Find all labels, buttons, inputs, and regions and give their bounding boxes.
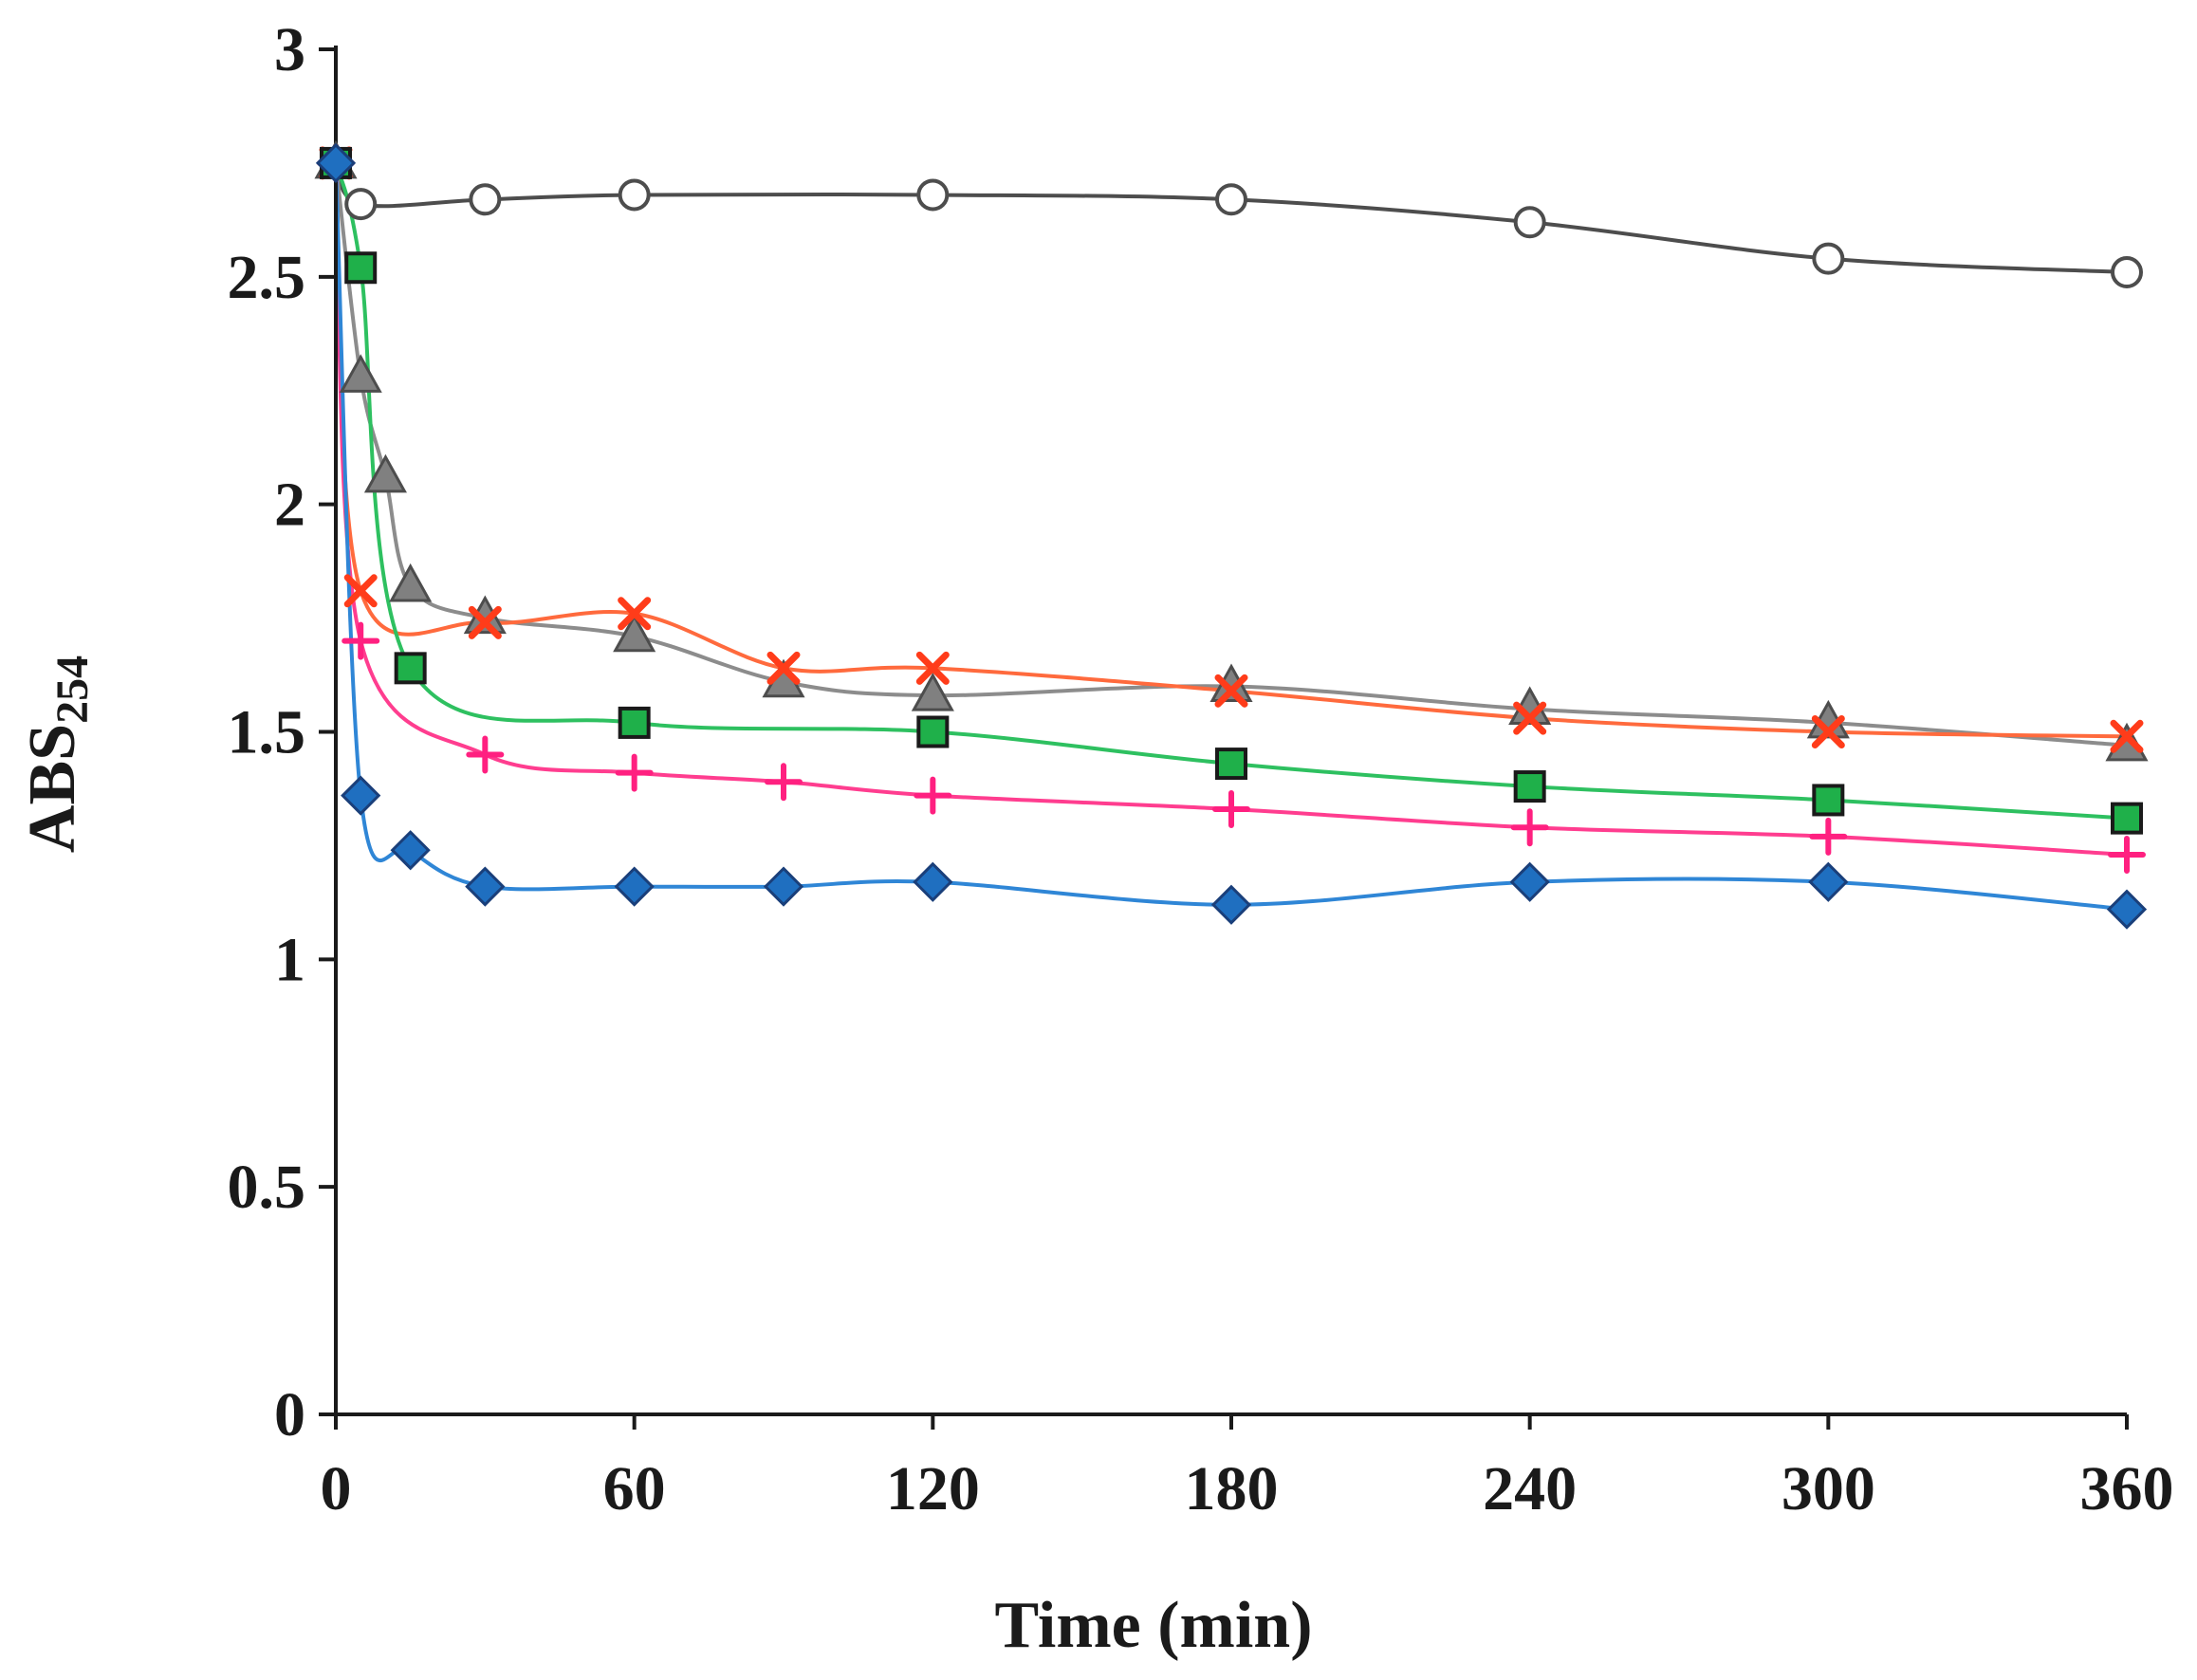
data-point-diamond	[1509, 861, 1550, 902]
data-point-circle	[344, 188, 378, 221]
series-line-plus	[334, 160, 2129, 858]
data-point-triangle	[911, 673, 954, 711]
data-point-square	[1812, 784, 1845, 817]
series-line-square	[334, 160, 2129, 821]
data-point-triangle	[339, 354, 382, 393]
y-axis-title: ABS254	[16, 655, 98, 853]
data-point-diamond	[315, 142, 357, 184]
data-point-x	[2110, 719, 2144, 753]
data-point-triangle	[389, 563, 433, 602]
data-point-x	[766, 651, 801, 685]
y-tick-label: 0.5	[228, 1153, 306, 1222]
series-line-x	[334, 160, 2129, 739]
data-point-circle	[618, 178, 651, 212]
data-point-x	[618, 597, 652, 631]
data-point-circle	[1513, 206, 1546, 239]
series-line-diamond	[334, 160, 2129, 912]
y-tick-label: 1.5	[228, 698, 306, 767]
data-point-square	[916, 715, 950, 748]
axes-group: 0 0.5 1 1.5 2 2.5 3 0 60 120 180 240 300 360	[228, 15, 2174, 1523]
data-point-plus	[914, 776, 952, 815]
x-tick-label: 0	[321, 1454, 352, 1523]
data-point-x	[1214, 674, 1248, 708]
data-point-diamond	[390, 830, 431, 871]
data-point-diamond	[913, 861, 953, 902]
data-point-plus	[342, 621, 380, 660]
data-point-triangle	[613, 613, 656, 653]
data-point-x	[468, 605, 502, 639]
data-point-plus	[1809, 817, 1848, 856]
x-tick-label: 180	[1185, 1454, 1279, 1523]
series-line-circle-open	[334, 160, 2129, 275]
data-point-square	[1513, 770, 1546, 803]
series-line-triangle	[334, 160, 2129, 748]
data-point-circle	[1812, 242, 1845, 275]
y-tick-label: 2.5	[228, 243, 306, 312]
data-point-diamond	[763, 866, 804, 907]
data-point-circle	[2111, 256, 2143, 289]
data-point-x	[915, 651, 950, 685]
data-point-x	[1811, 715, 1845, 748]
data-point-diamond	[2106, 889, 2148, 930]
data-point-x	[1513, 701, 1547, 735]
data-point-triangle	[363, 453, 407, 493]
data-point-square	[344, 251, 378, 285]
data-point-square	[1215, 748, 1247, 781]
data-point-x	[343, 574, 378, 608]
x-tick-label: 240	[1483, 1454, 1577, 1523]
data-point-diamond	[1808, 861, 1849, 902]
y-axis-title-main: ABS	[16, 724, 89, 853]
y-tick-label: 3	[274, 15, 305, 84]
data-point-square	[2111, 802, 2143, 835]
data-point-diamond	[1210, 884, 1252, 925]
data-point-diamond	[465, 866, 506, 907]
x-tick-label: 360	[2080, 1454, 2174, 1523]
y-tick-label: 1	[274, 925, 305, 994]
data-point-square	[394, 652, 427, 685]
x-axis-title: Time (min)	[994, 1589, 1312, 1662]
data-point-diamond	[341, 775, 381, 816]
data-point-plus	[466, 735, 505, 774]
data-point-circle	[1215, 183, 1247, 216]
y-tick-label: 0	[274, 1380, 305, 1449]
data-point-square	[618, 706, 651, 739]
data-point-plus	[765, 763, 803, 802]
data-point-circle	[469, 183, 502, 216]
data-point-plus	[615, 753, 654, 792]
data-point-diamond	[614, 866, 655, 907]
x-tick-label: 300	[1782, 1454, 1875, 1523]
y-axis-title-subscript: 254	[47, 655, 98, 724]
data-point-plus	[2108, 836, 2146, 875]
data-point-plus	[1510, 808, 1549, 847]
x-tick-label: 60	[603, 1454, 666, 1523]
markers-group	[314, 139, 2149, 930]
data-point-plus	[1212, 790, 1250, 829]
y-tick-label: 2	[274, 471, 305, 540]
x-tick-label: 120	[886, 1454, 980, 1523]
data-point-circle	[916, 178, 950, 212]
